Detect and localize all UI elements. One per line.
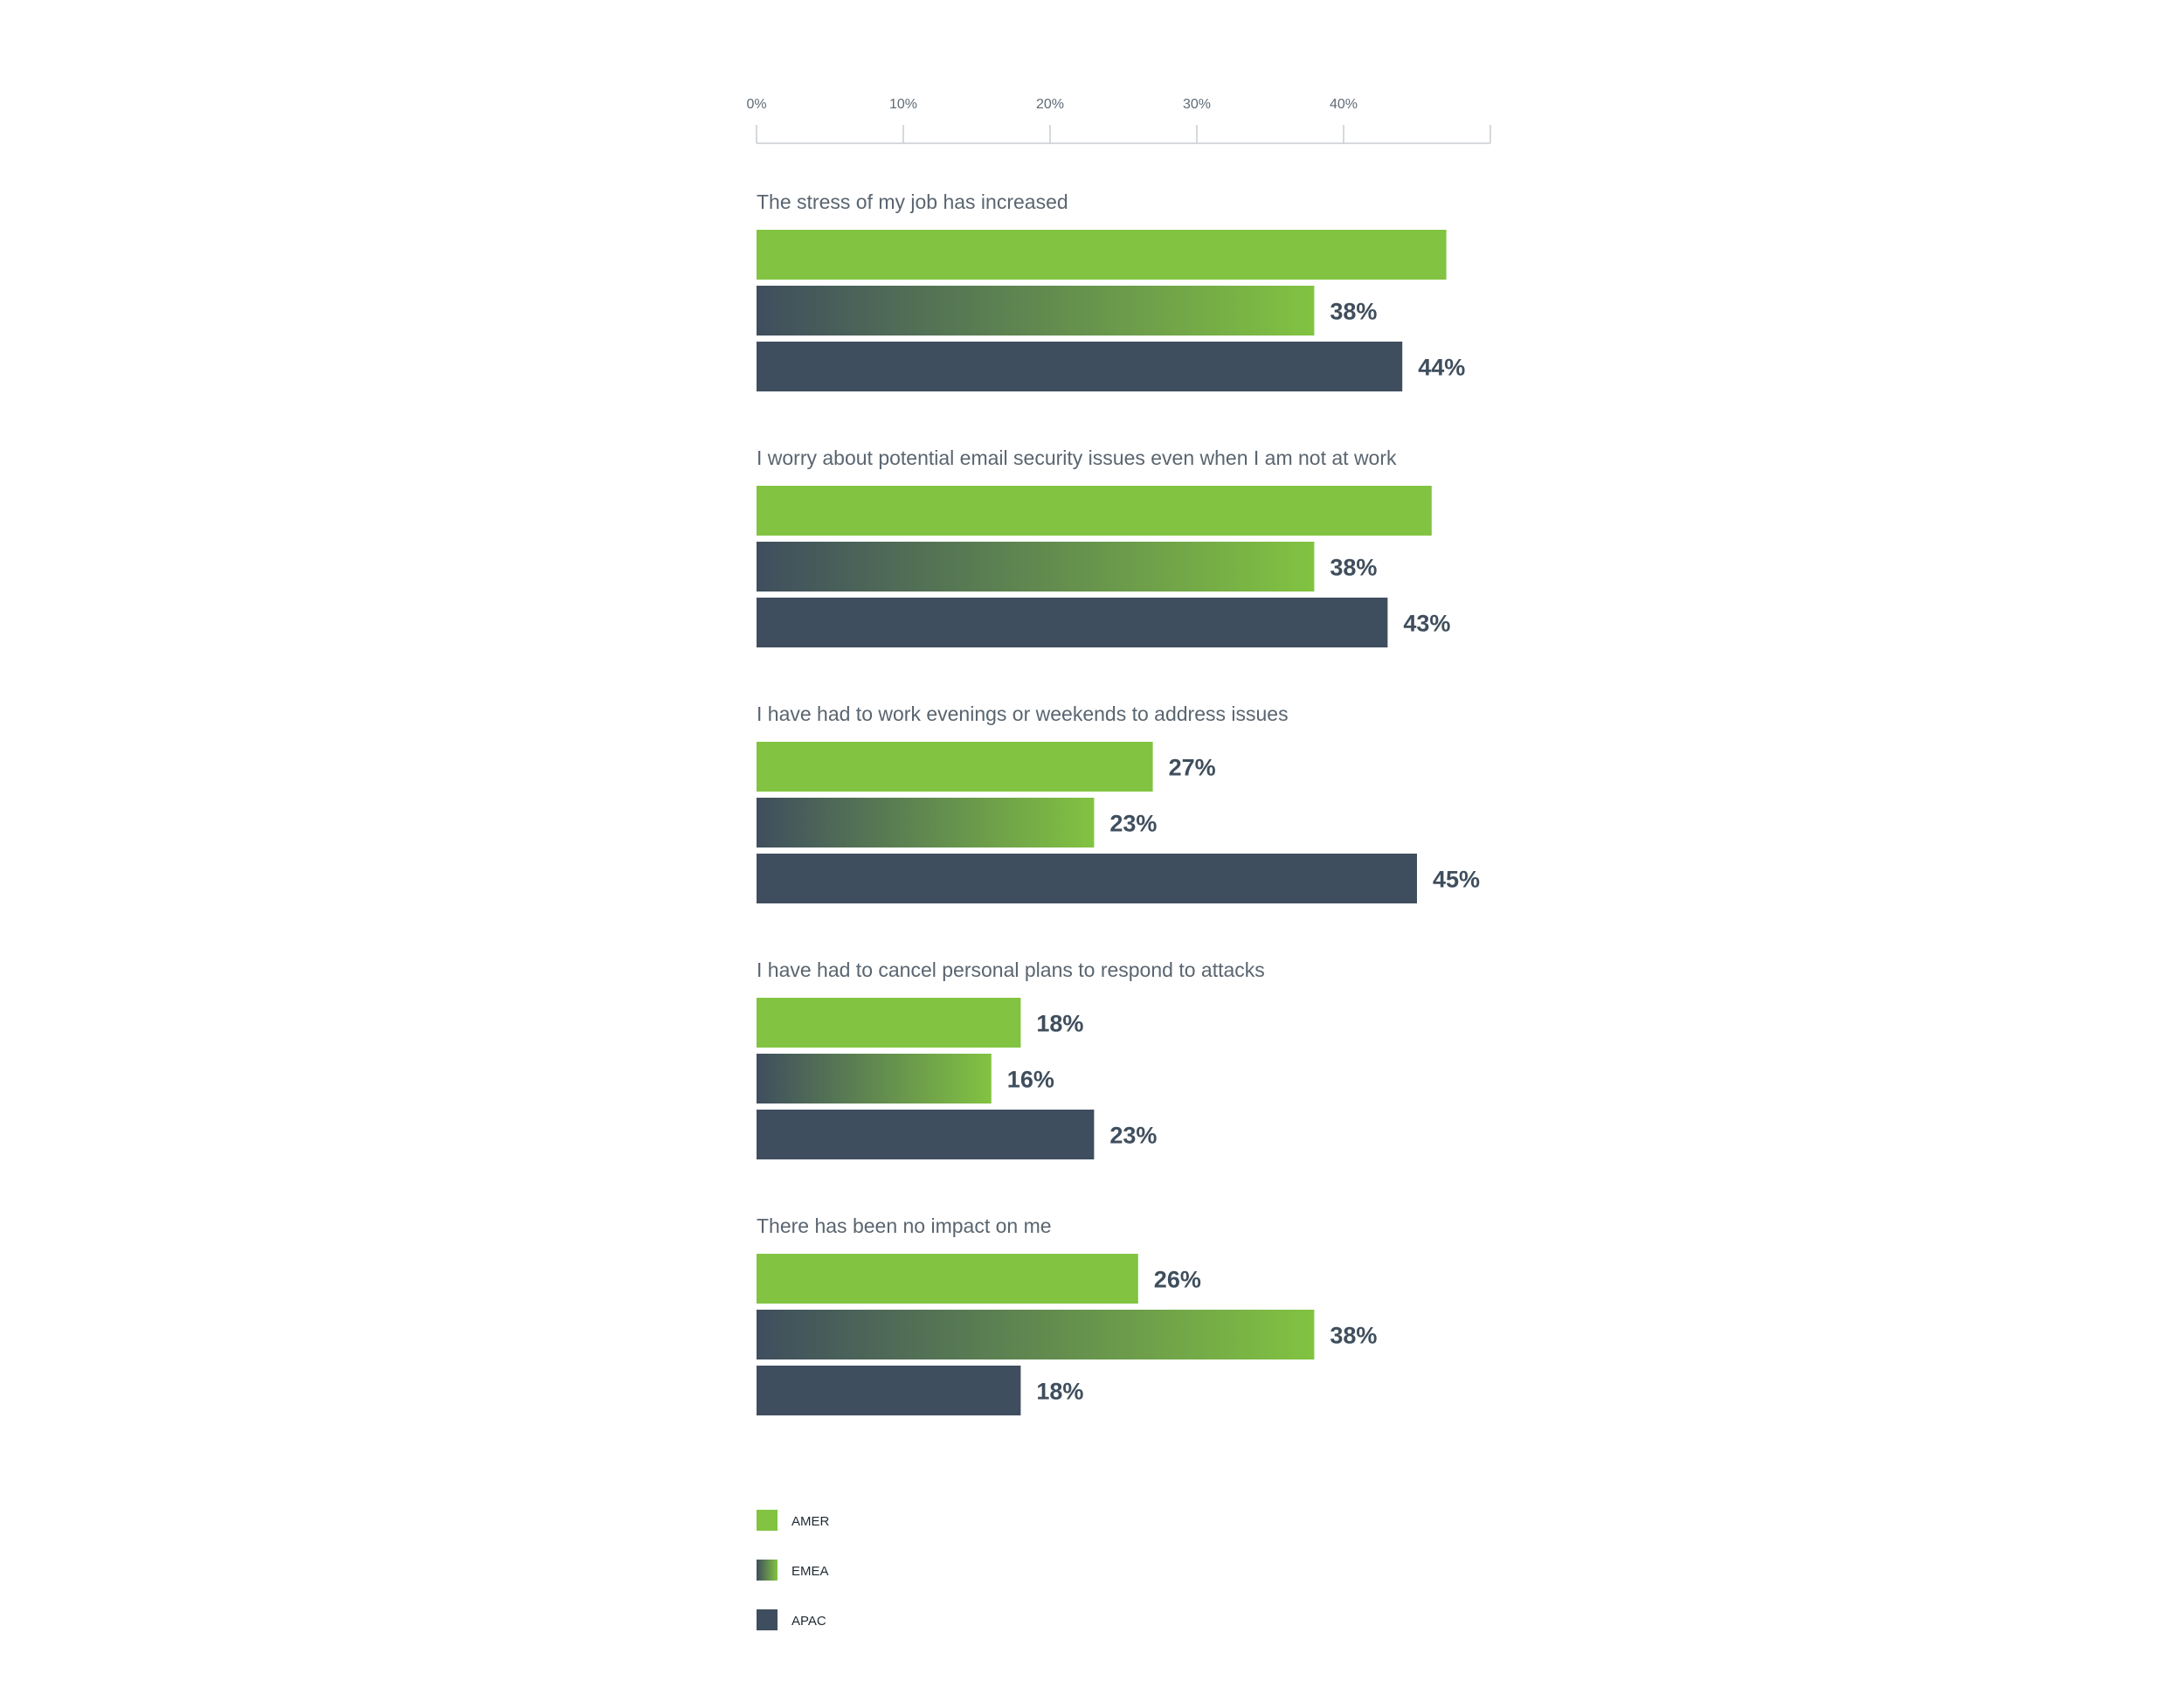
bar-apac [757, 1110, 1095, 1159]
category-label: The stress of my job has increased [757, 190, 1068, 213]
bar-group: I have had to cancel personal plans to r… [757, 958, 1265, 1159]
bar-group: I worry about potential email security i… [757, 446, 1450, 647]
legend-label: EMEA [791, 1564, 829, 1579]
value-label: 23% [1109, 811, 1157, 837]
bar-amer [757, 742, 1153, 792]
value-label: 38% [1330, 555, 1377, 581]
legend: AMER EMEA APAC [757, 1510, 830, 1630]
bar-emea [757, 1054, 992, 1103]
x-tick-label: 0% [746, 97, 766, 112]
legend-swatch-apac [757, 1609, 778, 1630]
bar-emea [757, 286, 1315, 336]
category-label: There has been no impact on me [757, 1214, 1052, 1237]
bar-apac [757, 854, 1417, 903]
value-label: 26% [1154, 1267, 1201, 1293]
bar-groups: The stress of my job has increased 38% 44%… [757, 190, 1480, 1415]
legend-label: AMER [791, 1514, 830, 1529]
value-label: 44% [1418, 355, 1465, 381]
legend-swatch-amer [757, 1510, 778, 1531]
bar-group: I have had to work evenings or weekends … [757, 702, 1480, 903]
bar-emea [757, 1310, 1315, 1359]
bar-apac [757, 598, 1388, 647]
value-label: 27% [1169, 755, 1216, 781]
x-tick-label: 10% [889, 97, 917, 112]
value-label: 43% [1403, 611, 1450, 637]
category-label: I have had to work evenings or weekends … [757, 702, 1289, 725]
value-label: 38% [1330, 299, 1377, 325]
x-tick-label: 30% [1183, 97, 1211, 112]
value-label: 23% [1109, 1123, 1157, 1149]
bar-amer [757, 1254, 1138, 1304]
x-axis: 0% 10% 20% 30% 40% [746, 97, 1491, 144]
bar-emea [757, 798, 1095, 847]
x-tick-label: 40% [1330, 97, 1358, 112]
bar-group: There has been no impact on me 26% 38% 18% [757, 1214, 1377, 1415]
bar-apac [757, 1366, 1021, 1415]
bar-group: The stress of my job has increased 38% 44% [757, 190, 1465, 391]
bar-amer [757, 486, 1432, 536]
legend-label: APAC [791, 1614, 826, 1629]
value-label: 18% [1036, 1011, 1083, 1037]
value-label: 38% [1330, 1323, 1377, 1349]
category-label: I worry about potential email security i… [757, 446, 1397, 469]
category-label: I have had to cancel personal plans to r… [757, 958, 1265, 981]
bar-emea [757, 542, 1315, 591]
value-label: 16% [1007, 1067, 1054, 1093]
bar-apac [757, 342, 1403, 391]
bar-amer [757, 998, 1021, 1048]
legend-item: AMER [757, 1510, 830, 1531]
x-tick-label: 20% [1036, 97, 1064, 112]
value-label: 45% [1433, 867, 1480, 893]
value-label: 18% [1036, 1379, 1083, 1405]
legend-item: APAC [757, 1609, 826, 1630]
legend-item: EMEA [757, 1560, 829, 1581]
bar-amer [757, 230, 1447, 280]
legend-swatch-emea [757, 1560, 778, 1581]
